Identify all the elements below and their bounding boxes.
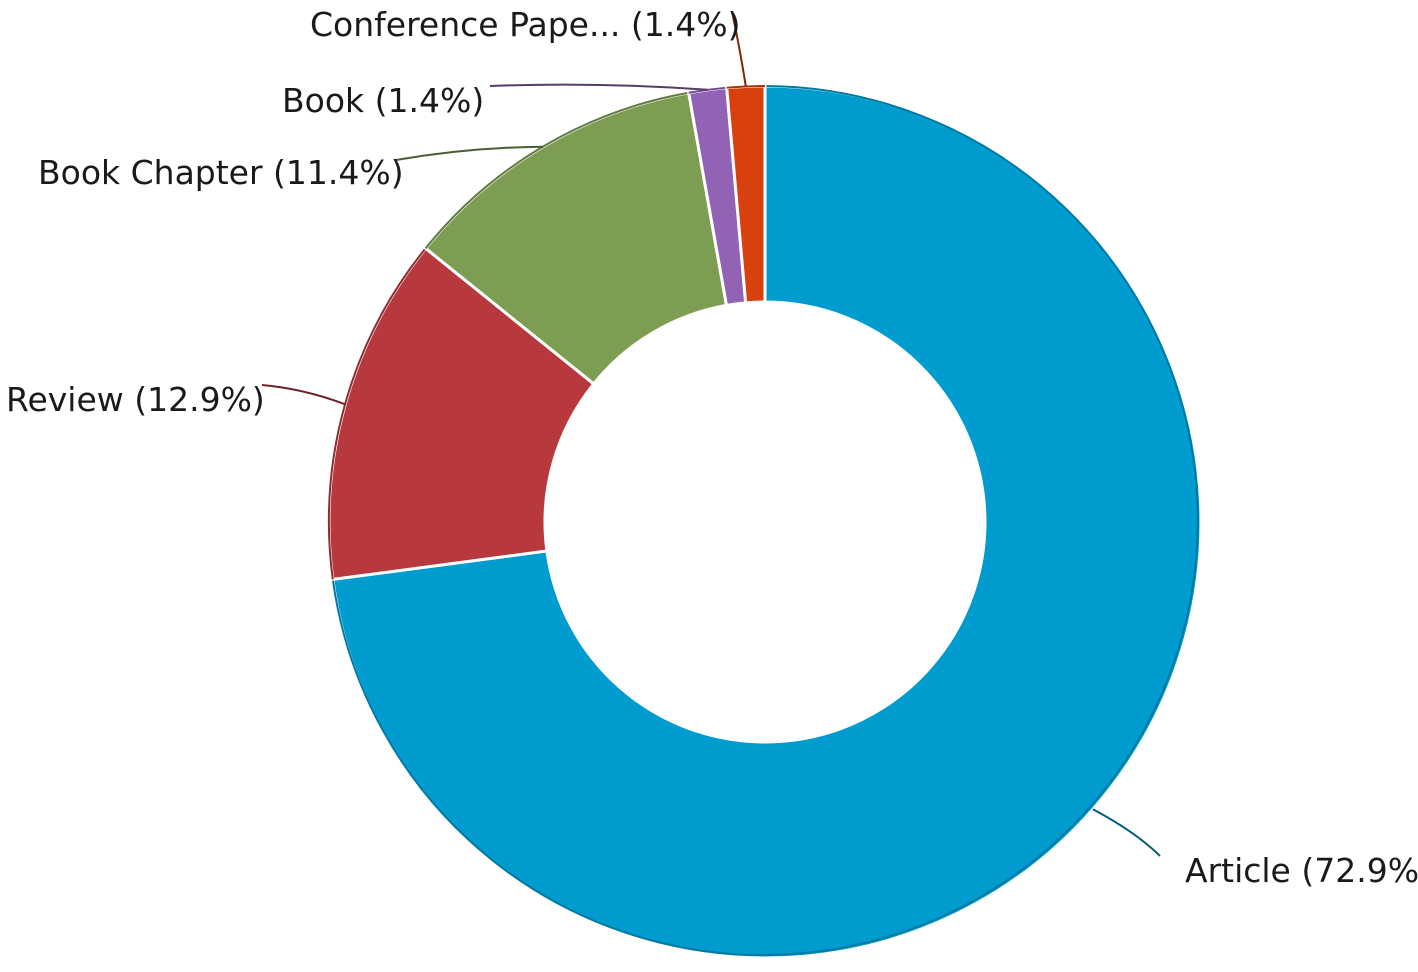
slice-edge-article xyxy=(331,85,1199,956)
slice-label-review: Review (12.9%) xyxy=(6,380,265,419)
slice-group xyxy=(327,84,1203,960)
label-group: Article (72.9%) Review (12.9%) Book Chap… xyxy=(6,5,1418,890)
leader-line-article xyxy=(1092,808,1161,857)
slice-label-book-chapter: Book Chapter (11.4%) xyxy=(38,153,404,192)
leader-line-book-chapter xyxy=(395,145,544,161)
leader-line-group xyxy=(261,11,1161,857)
slice-label-article: Article (72.9%) xyxy=(1185,851,1418,890)
slice-label-book: Book (1.4%) xyxy=(282,81,484,120)
leader-line-conference-paper xyxy=(731,11,747,87)
leader-line-review xyxy=(261,384,346,406)
slice-label-conference-paper: Conference Pape... (1.4%) xyxy=(310,5,741,44)
leader-line-book xyxy=(489,83,708,91)
slice-article[interactable] xyxy=(331,84,1203,960)
